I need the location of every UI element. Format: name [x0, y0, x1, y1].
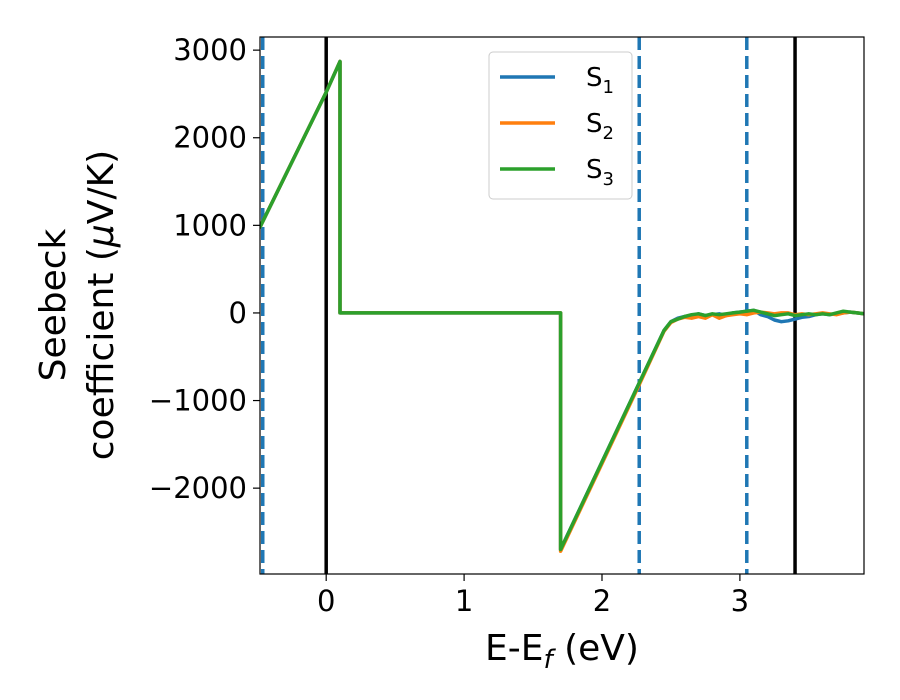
- x-tick-label: 2: [593, 584, 611, 618]
- legend-label-3: S3: [586, 155, 614, 190]
- y-tick-label: 3000: [173, 33, 247, 67]
- y-axis-label-line1: Seebeck: [33, 228, 74, 381]
- axes-frame: [259, 36, 865, 575]
- series-line-3: [260, 59, 864, 552]
- y-tick-label: 1000: [173, 208, 247, 242]
- vertical-reference-lines: [261, 37, 797, 574]
- y-tick-label: 0: [229, 296, 247, 330]
- series-lines: [260, 59, 864, 553]
- y-tick-label: −1000: [149, 384, 247, 418]
- y-axis-ticks: 3000 2000 1000 0 −1000 −2000: [149, 33, 260, 505]
- x-tick-label: 1: [455, 584, 473, 618]
- x-axis-label: E-Ef (eV): [485, 628, 639, 675]
- y-tick-label: −2000: [149, 471, 247, 505]
- x-tick-label: 0: [317, 584, 335, 618]
- x-axis-ticks: 0 1 2 3: [317, 574, 749, 618]
- y-axis-label: Seebeck coefficient (μV/K): [33, 150, 122, 460]
- y-tick-label: 2000: [173, 121, 247, 155]
- x-tick-label: 3: [731, 584, 749, 618]
- legend: S1 S2 S3: [488, 51, 633, 200]
- plot-area: [259, 36, 865, 575]
- legend-label-2: S2: [586, 109, 614, 144]
- y-axis-label-line2: coefficient (μV/K): [81, 150, 122, 460]
- legend-label-1: S1: [586, 63, 614, 98]
- legend-box: [488, 51, 633, 200]
